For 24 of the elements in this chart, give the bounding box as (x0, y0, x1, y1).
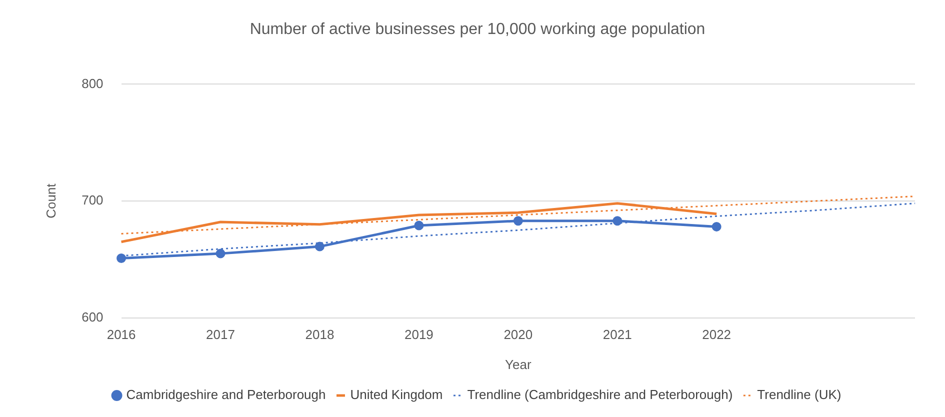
y-tick-label: 800 (82, 76, 104, 91)
x-tick-label: 2022 (702, 327, 732, 342)
legend-label: Trendline (UK) (757, 387, 842, 402)
point (314, 242, 324, 252)
x-tick-label: 2017 (206, 327, 235, 342)
x-axis-title: Year (505, 356, 532, 372)
x-tick-label: 2018 (305, 327, 334, 342)
legend-label: Trendline (Cambridgeshire and Peterborough) (467, 387, 733, 402)
x-tick-label: 2020 (504, 327, 533, 342)
point (116, 253, 126, 263)
legend-label: United Kingdom (350, 387, 443, 402)
x-tick-label: 2016 (106, 327, 136, 342)
point (712, 222, 722, 232)
x-tick-label: 2019 (404, 327, 434, 342)
legend-label: Cambridgeshire and Peterborough (126, 387, 326, 402)
point (216, 248, 226, 258)
x-tick-label: 2021 (602, 327, 632, 342)
y-tick-label: 600 (82, 309, 104, 324)
y-axis-title: Count (43, 183, 58, 218)
y-tick-label: 700 (82, 192, 104, 208)
point (414, 220, 424, 230)
point (513, 216, 523, 226)
point (612, 216, 622, 226)
chart-title: Number of active businesses per 10,000 working age population (250, 21, 706, 38)
